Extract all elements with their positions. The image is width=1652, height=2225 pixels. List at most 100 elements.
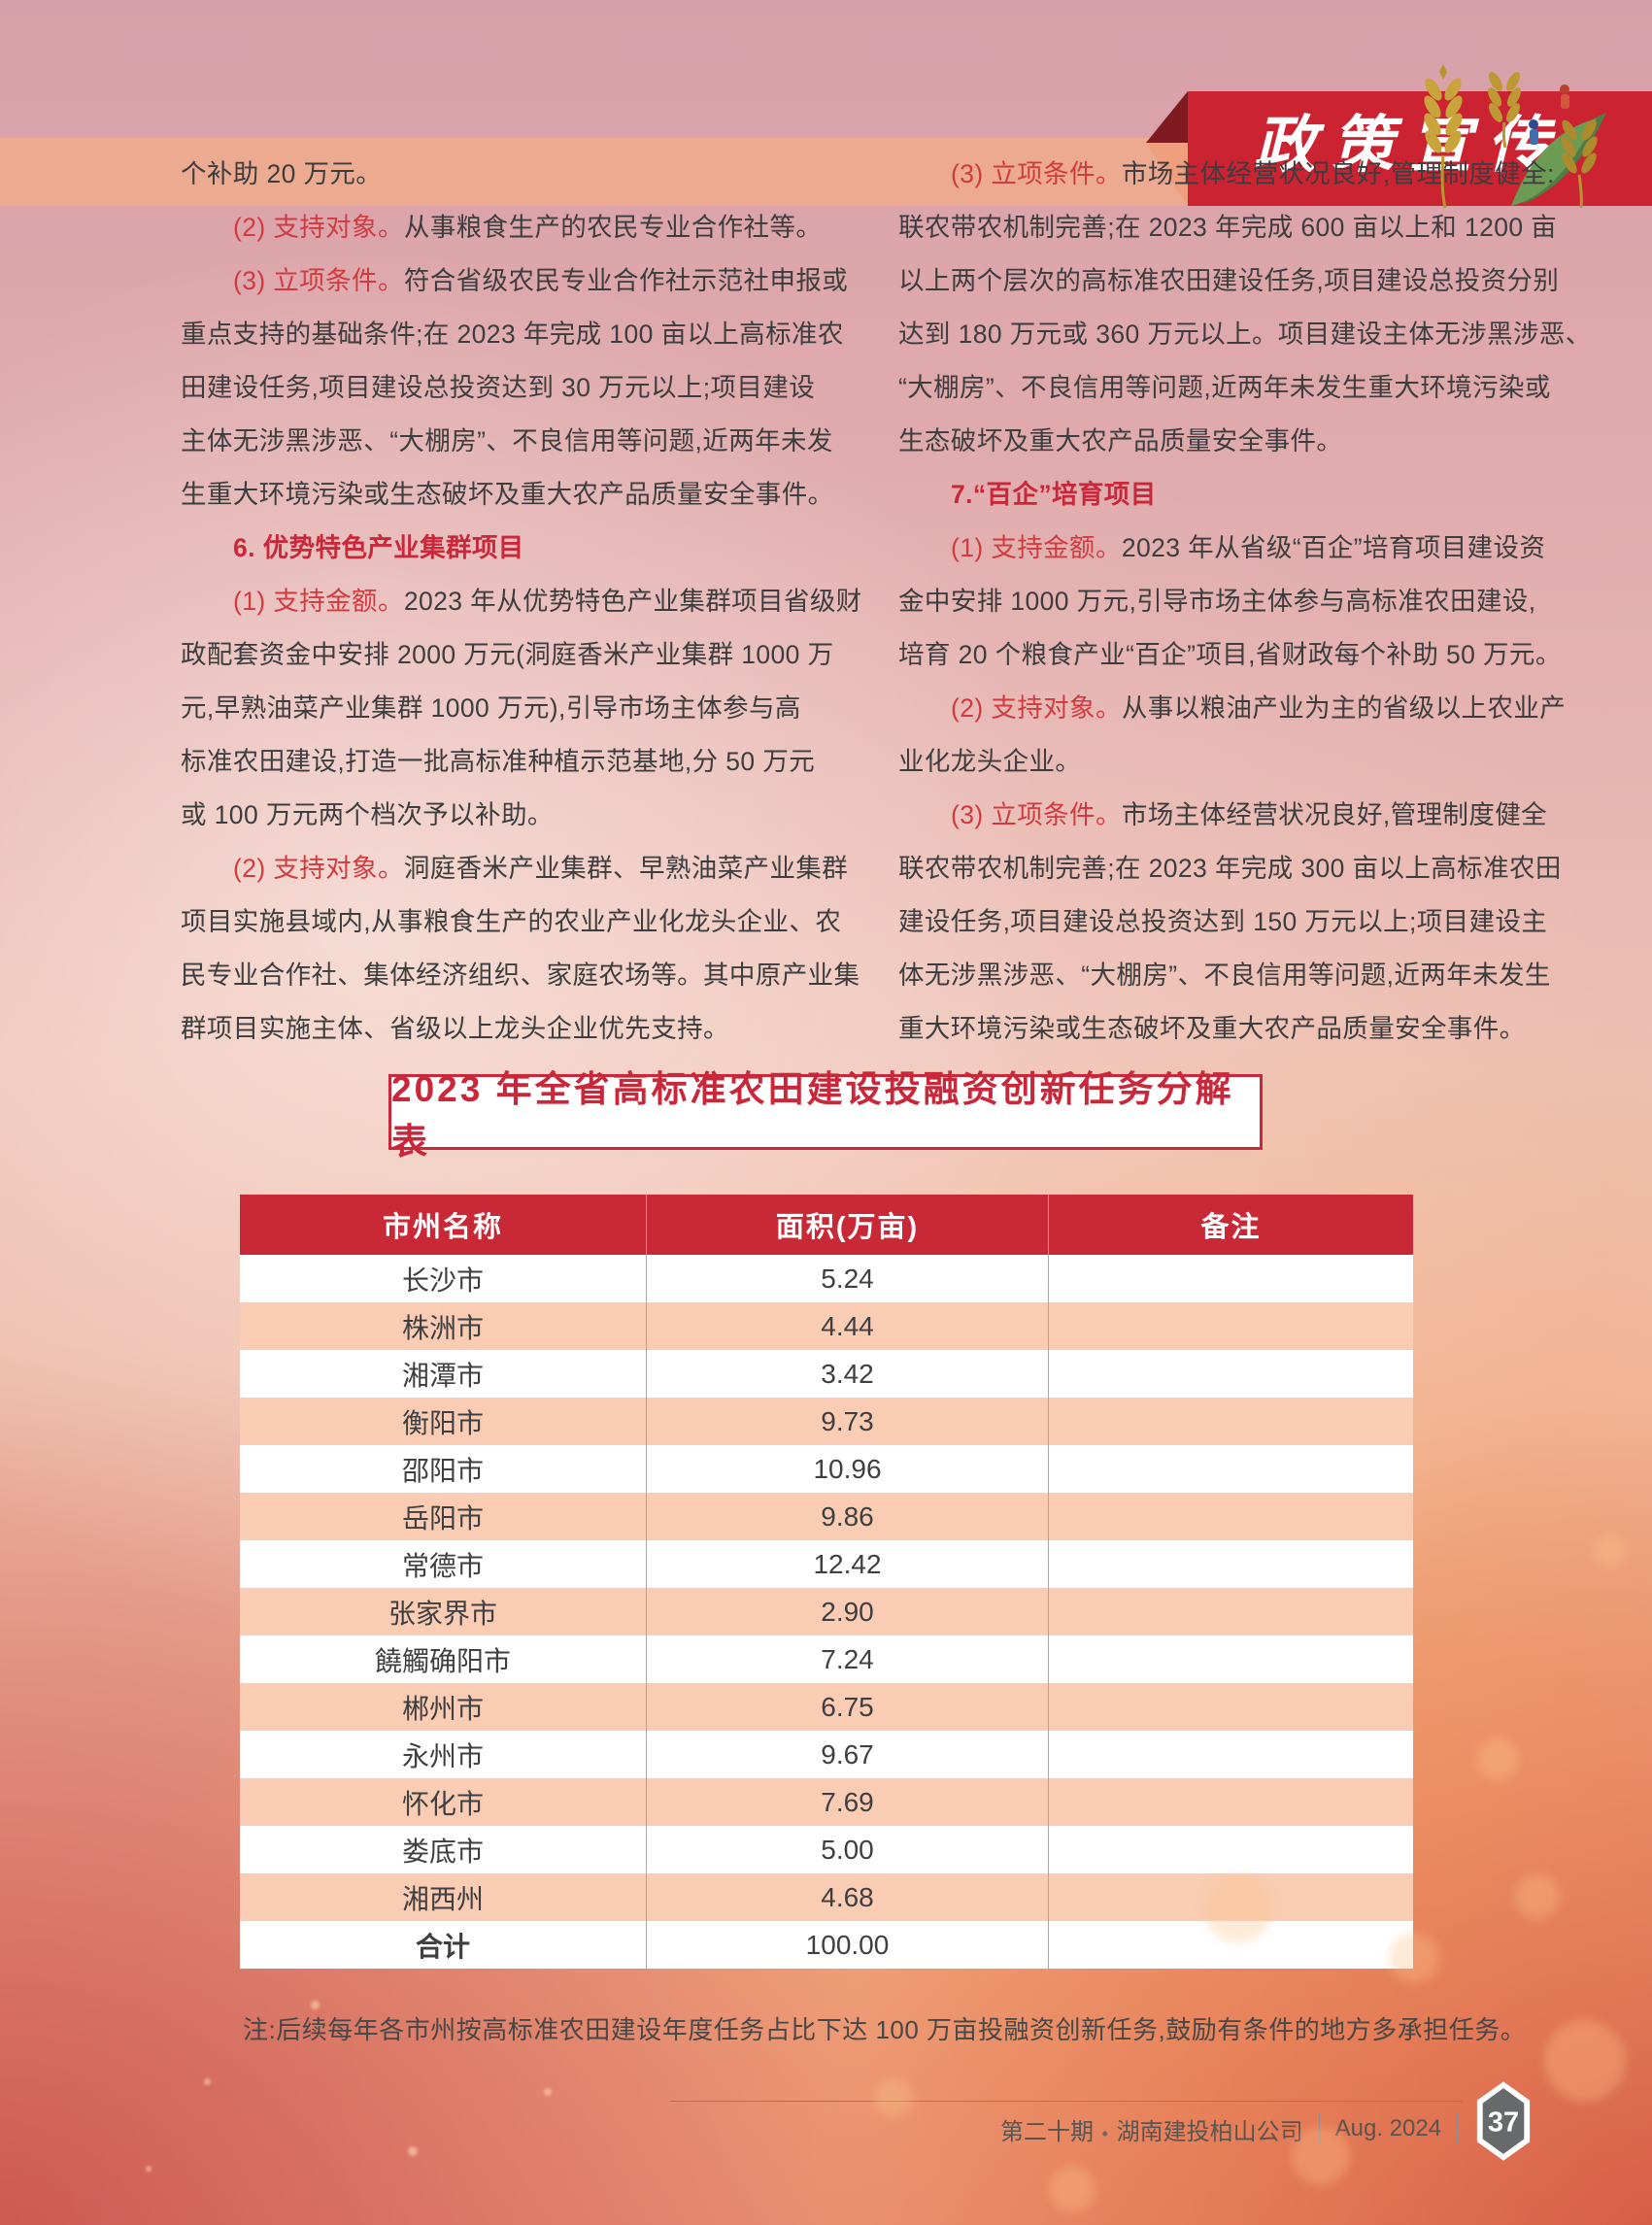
table-cell [1049,1398,1413,1445]
footer-divider [1318,2113,1320,2144]
table-cell: 合计 [240,1921,647,1969]
left-column-line: 政配套资金中安排 2000 万元(洞庭香米产业集群 1000 万 [181,628,833,682]
right-column-line: 培育 20 个粮食产业“百企”项目,省财政每个补助 50 万元。 [898,628,1561,682]
text-segment-red: (2) 支持对象。 [233,854,404,883]
text-segment-dark: 从事粮食生产的农民专业合作社等。 [403,213,823,242]
text-segment-dark: 建设任务,项目建设总投资达到 150 万元以上;项目建设主 [898,907,1548,936]
page-number-badge: 37 [1476,2081,1531,2161]
table-cell: 3.42 [647,1350,1049,1398]
table-cell: 5.00 [647,1826,1049,1873]
table-cell [1049,1635,1413,1683]
footer-date: Aug. 2024 [1334,2115,1442,2141]
table-cell: 6.75 [647,1683,1049,1731]
table-body: 长沙市 5.24 株洲市 4.44 湘潭市 3.42 衡阳市 9.73 邵阳市 10.96 岳阳市 9… [240,1255,1413,1969]
table-cell: 湘潭市 [240,1350,647,1398]
table-cell: 张家界市 [240,1588,647,1635]
text-segment-dark: 达到 180 万元或 360 万元以上。项目建设主体无涉黑涉恶、 [898,320,1592,349]
left-column-line: 重点支持的基础条件;在 2023 年完成 100 亩以上高标准农 [181,308,843,361]
table-row: 张家界市 2.90 [240,1588,1413,1635]
text-segment-dark: 重点支持的基础条件;在 2023 年完成 100 亩以上高标准农 [181,320,844,349]
table-cell: 9.73 [647,1398,1049,1445]
left-column-line: (2) 支持对象。洞庭香米产业集群、早熟油菜产业集群 [181,842,848,895]
table-note: 注:后续每年各市州按高标准农田建设年度任务占比下达 100 万亩投融资创新任务,… [243,2015,1527,2044]
text-segment-red: (1) 支持金额。 [233,587,404,616]
right-column-line: 生态破坏及重大农产品质量安全事件。 [898,415,1524,468]
left-column-line: 生重大环境污染或生态破坏及重大农产品质量安全事件。 [181,468,833,522]
table-cell: 9.67 [647,1731,1049,1778]
table-row: 郴州市 6.75 [240,1683,1413,1731]
text-segment-red: (3) 立项条件。 [951,159,1122,188]
text-segment-dark: 重大环境污染或生态破坏及重大农产品质量安全事件。 [898,1014,1526,1043]
text-segment-dark: 金中安排 1000 万元,引导市场主体参与高标准农田建设, [898,587,1536,616]
left-text-column: 个补助 20 万元。 (2) 支持对象。从事粮食生产的农民专业合作社等。 (3) 立… [181,148,861,1056]
text-segment-dark: 政配套资金中安排 2000 万元(洞庭香米产业集群 1000 万 [181,640,834,669]
left-column-line: 项目实施县域内,从事粮食生产的农业产业化龙头企业、农 [181,895,841,949]
table-cell: 7.69 [647,1778,1049,1826]
text-segment-dark: 2023 年从省级“百企”培育项目建设资 [1121,533,1546,562]
table-row: 怀化市 7.69 [240,1778,1413,1826]
table-cell: 4.68 [647,1873,1049,1921]
table-row: 湘西州 4.68 [240,1873,1413,1921]
left-column-line: 或 100 万元两个档次予以补助。 [181,789,806,842]
table-title-text: 2023 年全省高标准农田建设投融资创新任务分解表 [391,1069,1234,1162]
text-segment-dark: 以上两个层次的高标准农田建设任务,项目建设总投资分别 [898,266,1560,295]
table-cell: 常德市 [240,1540,647,1588]
table-row: 湘潭市 3.42 [240,1350,1413,1398]
table-row: 饒觸确阳市 7.24 [240,1635,1413,1683]
left-column-line: 6. 优势特色产业集群项目 [181,522,806,575]
right-column-line: 业化龙头企业。 [898,735,1524,789]
table-cell: 岳阳市 [240,1493,647,1540]
table-row: 永州市 9.67 [240,1731,1413,1778]
text-segment-dark: 个补助 20 万元。 [181,159,383,188]
footer: 第二十期 • 湖南建投柏山公司 Aug. 2024 37 [1000,2081,1534,2161]
table-cell: 5.24 [647,1255,1049,1302]
table-row: 岳阳市 9.86 [240,1493,1413,1540]
table-cell: 衡阳市 [240,1398,647,1445]
table-header-cell: 市州名称 [240,1195,647,1255]
text-segment-redbold: 7.“百企”培育项目 [951,480,1157,509]
table-cell: 邵阳市 [240,1445,647,1493]
table-cell [1049,1350,1413,1398]
table-header-cell: 备注 [1200,1212,1262,1243]
left-column-line: 元,早熟油菜产业集群 1000 万元),引导市场主体参与高 [181,682,806,735]
table-cell [1049,1540,1413,1588]
table-cell: 7.24 [647,1635,1049,1683]
table-cell: 12.42 [647,1540,1049,1588]
text-segment-dark: 田建设任务,项目建设总投资达到 30 万元以上;项目建设 [181,373,816,402]
text-segment-redbold: 6. 优势特色产业集群项目 [233,533,524,562]
text-segment-red: (2) 支持对象。 [233,213,404,242]
right-column-line: 体无涉黑涉恶、“大棚房”、不良信用等问题,近两年未发生 [898,949,1550,1002]
table-row: 衡阳市 9.73 [240,1398,1413,1445]
text-segment-dark: 联农带农机制完善;在 2023 年完成 600 亩以上和 1200 亩 [898,213,1558,242]
text-segment-dark: 民专业合作社、集体经济组织、家庭农场等。其中原产业集 [181,961,860,990]
table-cell: 长沙市 [240,1255,647,1302]
table-header-row: 市州名称 面积(万亩) 备注 [240,1195,1413,1255]
table-cell: 湘西州 [240,1873,647,1921]
text-segment-red: (2) 支持对象。 [951,693,1122,723]
text-segment-dark: 联农带农机制完善;在 2023 年完成 300 亩以上高标准农田 [898,854,1562,883]
table-cell [1049,1731,1413,1778]
text-segment-red: (3) 立项条件。 [233,266,404,295]
table-cell [1049,1445,1413,1493]
right-column-line: (3) 立项条件。市场主体经营状况良好,管理制度健全 [898,789,1547,842]
allocation-table: 市州名称 面积(万亩) 备注 长沙市 5.24 株洲市 4.44 湘潭市 3.42 衡阳市 9.7… [240,1195,1413,1969]
table-row: 娄底市 5.00 [240,1826,1413,1873]
page-number: 37 [1488,2107,1519,2139]
text-segment-dark: 符合省级农民专业合作社示范社申报或 [403,266,849,295]
table-row: 合计 100.00 [240,1921,1413,1969]
table-cell [1049,1826,1413,1873]
footer-rule [670,2101,1463,2102]
table-cell: 100.00 [647,1921,1049,1969]
right-column-line: 7.“百企”培育项目 [898,468,1524,522]
text-segment-dark: 标准农田建设,打造一批高标准种植示范基地,分 50 万元 [181,747,816,776]
left-column-line: 主体无涉黑涉恶、“大棚房”、不良信用等问题,近两年未发 [181,415,832,468]
banner-notch-dark [1146,91,1188,143]
text-segment-dark: “大棚房”、不良信用等问题,近两年未发生重大环境污染或 [898,373,1551,402]
left-column-line: (3) 立项条件。符合省级农民专业合作社示范社申报或 [181,254,848,308]
text-segment-dark: 生态破坏及重大农产品质量安全事件。 [898,426,1343,455]
text-segment-dark: 培育 20 个粮食产业“百企”项目,省财政每个补助 50 万元。 [898,640,1562,669]
right-column-line: 金中安排 1000 万元,引导市场主体参与高标准农田建设, [898,575,1535,628]
table-row: 邵阳市 10.96 [240,1445,1413,1493]
left-column-line: (2) 支持对象。从事粮食生产的农民专业合作社等。 [181,201,822,254]
